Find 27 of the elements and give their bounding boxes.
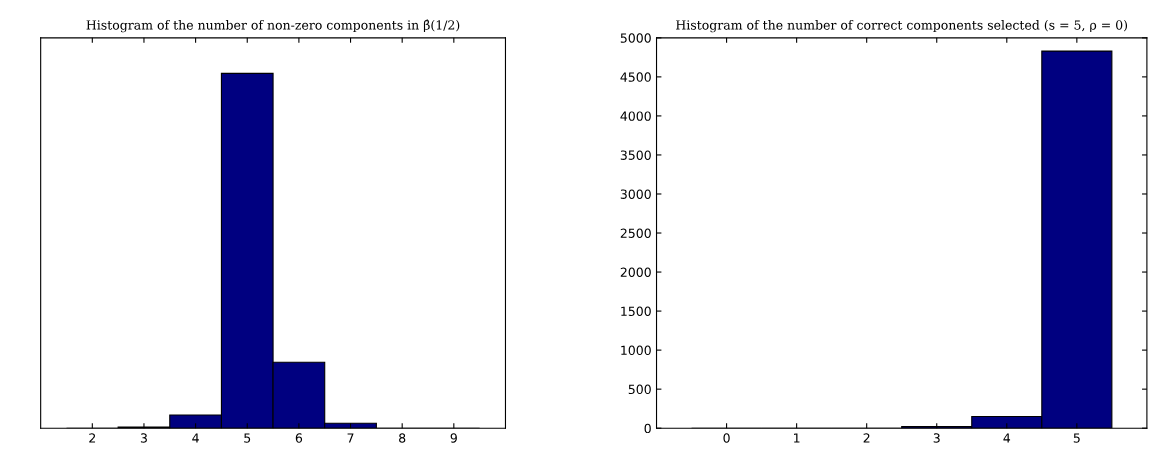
x-tick-label: 7 (347, 433, 354, 443)
y-tick-label: 3500 (620, 150, 651, 160)
y-tick-label: 4000 (620, 111, 651, 121)
y-tick-label: 1000 (621, 345, 651, 356)
chart-title: Histogram of the number of non-zero components in β̂(1/2) (86, 19, 460, 33)
x-tick-label: 2 (863, 433, 870, 443)
y-tick-label: 500 (628, 384, 651, 395)
y-tick-label: 1500 (621, 306, 651, 317)
x-tick-label: 4 (192, 433, 199, 443)
y-tick-label: 3000 (620, 189, 651, 199)
x-tick-label: 5 (244, 433, 251, 443)
y-tick-label: 4500 (620, 72, 651, 82)
x-tick-label: 3 (140, 433, 147, 443)
y-tick-label: 5000 (620, 33, 651, 43)
x-tick-label: 4 (1003, 433, 1011, 443)
x-tick-label: 6 (295, 433, 303, 443)
y-tick-label: 2500 (620, 228, 651, 238)
x-tick-label: 3 (933, 433, 940, 443)
x-tick-label: 8 (399, 433, 406, 443)
x-tick-label: 1 (794, 433, 800, 443)
x-tick-label: 9 (450, 433, 457, 443)
x-tick-label: 0 (723, 433, 730, 443)
x-tick-label: 5 (1073, 433, 1080, 443)
y-tick-label: 2000 (620, 267, 651, 277)
y-tick-label: 0 (644, 423, 651, 434)
x-tick-label: 2 (89, 433, 96, 443)
chart-title: Histogram of the number of correct components selected (s = 5, ρ = 0) (676, 20, 1128, 33)
